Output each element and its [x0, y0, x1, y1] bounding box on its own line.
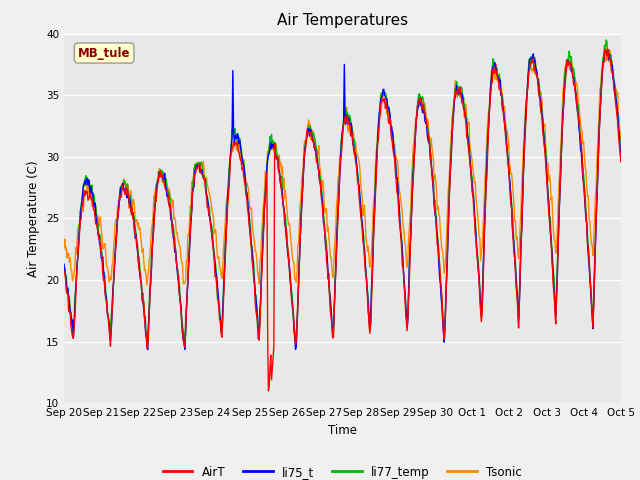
- Title: Air Temperatures: Air Temperatures: [277, 13, 408, 28]
- X-axis label: Time: Time: [328, 424, 357, 437]
- Y-axis label: Air Temperature (C): Air Temperature (C): [28, 160, 40, 276]
- Text: MB_tule: MB_tule: [78, 47, 131, 60]
- Legend: AirT, li75_t, li77_temp, Tsonic: AirT, li75_t, li77_temp, Tsonic: [158, 461, 527, 480]
